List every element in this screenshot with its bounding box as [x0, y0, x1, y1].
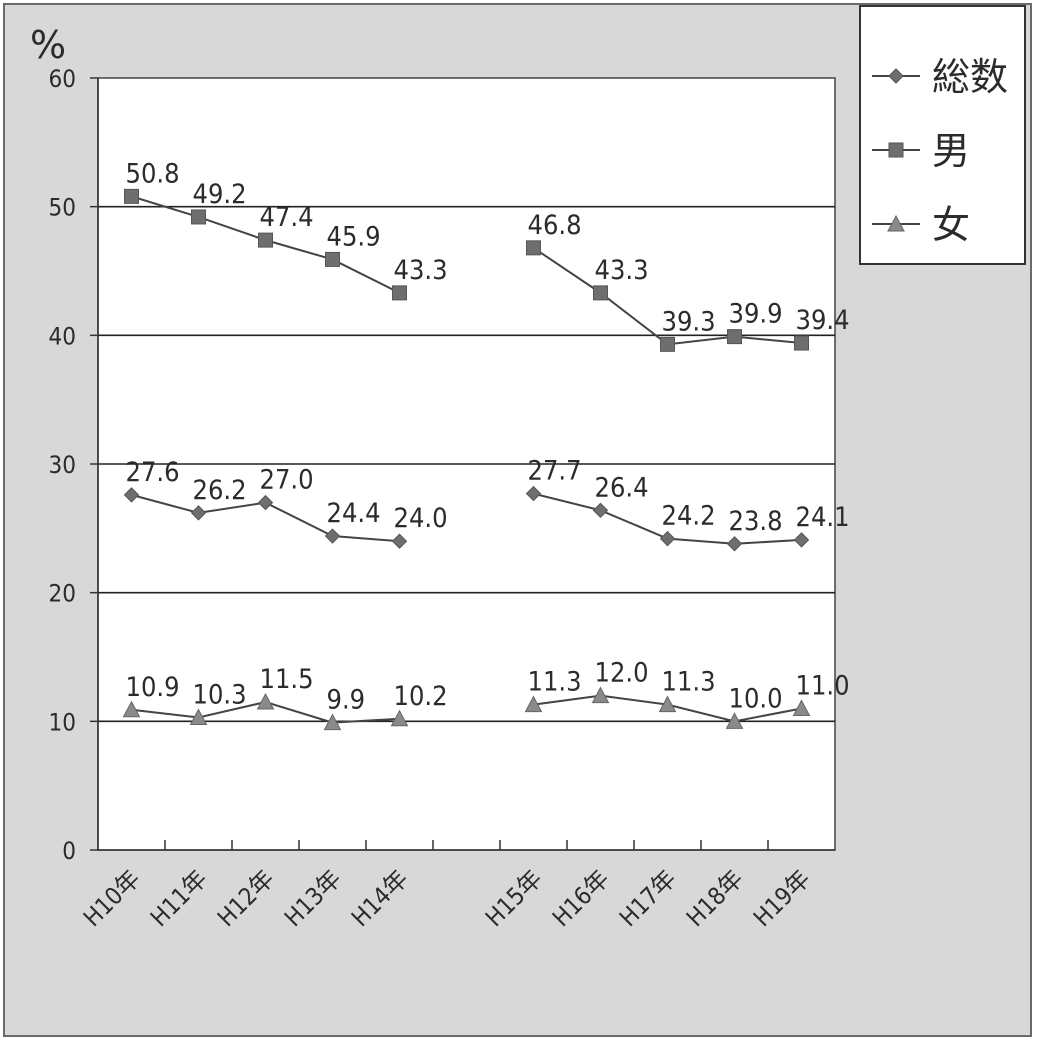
triangle-marker: [887, 214, 905, 232]
y-tick-label: 40: [49, 322, 76, 350]
triangle-marker: [122, 700, 141, 718]
square-marker: [794, 335, 809, 351]
diamond-marker: [888, 68, 904, 84]
y-tick-label: 10: [49, 708, 76, 736]
square-marker: [888, 142, 904, 158]
y-tick-label: 50: [49, 194, 76, 222]
data-label: 39.4: [796, 305, 850, 336]
y-tick-label: 0: [62, 837, 76, 865]
triangle-marker: [591, 686, 610, 704]
diamond-marker: [659, 530, 676, 547]
legend-label: 女: [932, 203, 970, 247]
square-marker: [191, 209, 206, 225]
data-label: 26.4: [595, 472, 649, 503]
square-marker: [258, 232, 273, 248]
series-3: 10.9 10.3 11.5 9.9 10.2 11.3 12.0 11.3 10.0 11.0: [122, 658, 850, 731]
data-label: 24.2: [662, 501, 716, 532]
data-label: 46.8: [528, 210, 582, 241]
x-tick-label: H13年: [279, 864, 347, 932]
square-marker: [727, 329, 742, 345]
data-label: 12.0: [595, 658, 649, 689]
legend-item: 男: [872, 129, 970, 173]
triangle-marker: [725, 712, 744, 729]
x-axis: H10年 H11年 H12年 H13年 H14年 H15年 H16年 H17年 H18年 H19年: [78, 840, 835, 932]
diamond-marker: [726, 536, 743, 552]
diamond-marker: [123, 487, 140, 503]
data-label: 43.3: [595, 255, 649, 286]
data-label: 43.3: [394, 255, 448, 286]
data-label: 39.3: [662, 306, 716, 337]
diamond-marker: [190, 505, 207, 521]
square-marker: [124, 188, 139, 204]
data-label: 27.0: [260, 465, 314, 496]
x-tick-label: H17年: [614, 864, 682, 932]
data-label: 26.2: [193, 475, 247, 506]
data-label: 11.0: [796, 670, 850, 701]
diamond-marker: [257, 494, 274, 511]
diamond-marker: [793, 532, 810, 548]
series-1: 27.6 26.2 27.0 24.4 24.0 27.7 26.4 24.2 23.8 24.1: [123, 456, 850, 552]
x-tick-label: H15年: [480, 864, 548, 932]
data-label: 27.7: [528, 456, 582, 487]
data-label: 11.5: [260, 664, 314, 695]
legend-label: 総数: [932, 55, 1008, 99]
data-label: 24.4: [327, 498, 381, 529]
data-label: 24.1: [796, 502, 850, 533]
square-marker: [392, 285, 407, 301]
diamond-marker: [592, 502, 609, 519]
data-label: 10.9: [126, 672, 180, 703]
data-label: 10.3: [193, 679, 247, 710]
triangle-marker: [390, 709, 409, 727]
triangle-marker: [524, 695, 543, 713]
x-tick-label: H12年: [212, 864, 280, 932]
y-axis: 0 10 20 30 40 50 60: [49, 65, 99, 865]
data-label: 50.8: [126, 158, 180, 189]
data-label: 24.0: [394, 503, 448, 534]
gridlines: [98, 205, 835, 723]
triangle-marker: [323, 713, 342, 731]
x-tick-label: H10年: [78, 864, 146, 932]
x-tick-label: H16年: [547, 864, 615, 932]
series-2: 50.8 49.2 47.4 45.9 43.3 46.8 43.3 39.3 39.9 39.4: [124, 158, 850, 352]
square-marker: [660, 336, 675, 352]
triangle-marker: [658, 695, 677, 713]
data-label: 11.3: [528, 667, 582, 698]
square-marker: [526, 240, 541, 256]
triangle-marker: [256, 692, 275, 710]
y-axis-unit-label: %: [30, 23, 66, 67]
data-label: 10.2: [394, 681, 448, 712]
diamond-marker: [525, 485, 542, 502]
x-tick-label: H19年: [748, 864, 816, 932]
legend-item: 女: [872, 203, 970, 247]
triangle-marker: [189, 708, 208, 725]
legend-item: 総数: [872, 55, 1008, 99]
diamond-marker: [391, 533, 408, 549]
x-tick-label: H18年: [681, 864, 749, 932]
data-label: 39.9: [729, 299, 783, 330]
data-label: 49.2: [193, 179, 247, 210]
y-tick-label: 60: [49, 65, 76, 93]
square-marker: [325, 251, 340, 267]
square-marker: [593, 285, 608, 301]
y-tick-label: 20: [49, 580, 76, 608]
x-tick-label: H14年: [346, 864, 414, 932]
series-layer: 27.6 26.2 27.0 24.4 24.0 27.7 26.4 24.2 23.8 24.1…: [122, 158, 850, 731]
data-label: 47.4: [260, 202, 314, 233]
data-label: 23.8: [729, 506, 783, 537]
x-tick-label: H11年: [145, 864, 213, 932]
legend-box: [859, 5, 1026, 265]
diamond-marker: [324, 528, 341, 544]
data-label: 9.9: [327, 685, 366, 716]
data-label: 11.3: [662, 667, 716, 698]
triangle-marker: [792, 699, 811, 716]
data-label: 27.6: [126, 457, 180, 488]
data-label: 10.0: [729, 683, 783, 714]
legend-label: 男: [932, 129, 970, 173]
data-label: 45.9: [327, 221, 381, 252]
y-tick-label: 30: [49, 451, 76, 479]
